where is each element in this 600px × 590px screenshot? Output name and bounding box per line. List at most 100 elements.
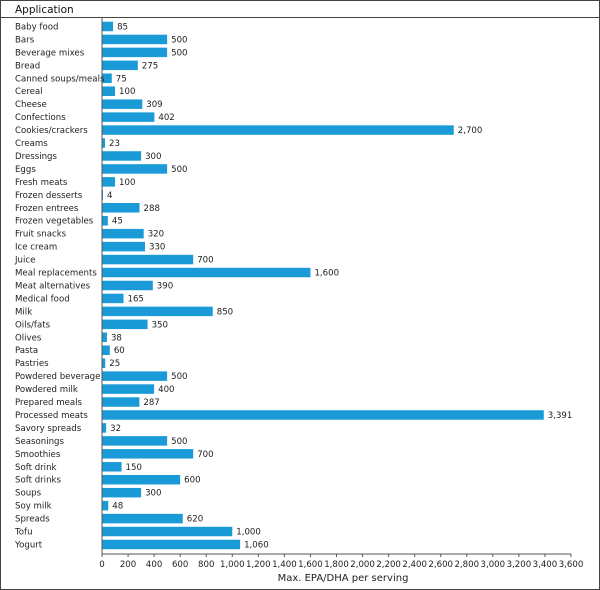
category-label: Frozen entrees <box>15 204 79 214</box>
category-label: Pastries <box>15 359 49 369</box>
category-label: Beverage mixes <box>15 48 85 58</box>
x-tick-label: 1,800 <box>324 560 349 570</box>
x-tick-label: 3,200 <box>507 560 532 570</box>
bar <box>102 526 233 537</box>
x-tick-label: 1,600 <box>298 560 323 570</box>
bar <box>102 228 144 239</box>
bar <box>102 345 110 355</box>
category-label: Fruit snacks <box>15 230 67 240</box>
x-tick-label: 3,000 <box>481 560 506 570</box>
value-label: 700 <box>197 256 213 266</box>
category-label: Oils/fats <box>15 320 51 330</box>
bar <box>102 500 109 511</box>
value-label: 25 <box>109 359 120 369</box>
value-label: 38 <box>111 333 122 343</box>
category-label: Powdered milk <box>15 385 78 395</box>
value-label: 100 <box>119 87 135 97</box>
bar <box>102 241 145 252</box>
category-label: Meal replacements <box>15 269 97 279</box>
x-tick-label: 400 <box>146 560 162 570</box>
bar <box>102 280 153 291</box>
category-label: Dressings <box>15 152 57 162</box>
value-label: 500 <box>171 35 187 45</box>
bar <box>102 164 168 174</box>
bar <box>102 86 116 96</box>
value-label: 45 <box>112 217 123 227</box>
value-label: 288 <box>144 204 160 214</box>
bar <box>102 112 155 122</box>
category-label: Soft drink <box>15 463 57 473</box>
value-label: 500 <box>171 165 187 175</box>
value-label: 287 <box>143 398 159 408</box>
value-label: 32 <box>110 424 121 434</box>
category-label: Smoothies <box>15 450 61 460</box>
x-tick-label: 2,200 <box>376 560 401 570</box>
bar <box>102 410 544 420</box>
value-label: 620 <box>187 515 203 525</box>
value-label: 402 <box>158 113 174 123</box>
bars-layer <box>102 21 544 550</box>
bar <box>102 293 124 304</box>
x-tick-label: 3,600 <box>559 560 584 570</box>
category-label: Frozen vegetables <box>15 217 94 227</box>
category-label: Spreads <box>15 515 50 525</box>
bar <box>102 371 168 381</box>
value-label: 500 <box>171 437 187 447</box>
x-tick-label: 2,400 <box>402 560 427 570</box>
x-tick-label: 2,800 <box>454 560 479 570</box>
value-label: 275 <box>142 61 158 71</box>
bar <box>102 474 181 485</box>
category-label: Milk <box>15 307 32 317</box>
category-label: Confections <box>15 113 66 123</box>
bar <box>102 397 140 407</box>
category-label: Soft drinks <box>15 476 61 486</box>
category-label: Savory spreads <box>15 424 82 434</box>
value-label: 320 <box>148 230 164 240</box>
value-label: 85 <box>117 22 128 32</box>
bar <box>102 539 241 550</box>
value-label: 1,060 <box>244 540 269 550</box>
value-label: 23 <box>109 139 120 149</box>
category-label: Meat alternatives <box>15 281 91 291</box>
value-label: 300 <box>145 489 161 499</box>
bar <box>102 436 168 446</box>
category-label: Olives <box>15 333 42 343</box>
bar <box>102 151 142 161</box>
value-label: 1,600 <box>314 269 339 279</box>
bar <box>102 332 107 343</box>
category-label: Prepared meals <box>15 398 83 408</box>
value-label: 500 <box>171 372 187 382</box>
value-label: 330 <box>149 243 165 253</box>
value-label: 600 <box>184 476 200 486</box>
bar <box>102 267 311 278</box>
category-label: Cheese <box>15 100 47 110</box>
bar <box>102 423 107 433</box>
value-label: 500 <box>171 48 187 58</box>
category-label: Seasonings <box>15 437 64 447</box>
category-label: Medical food <box>15 294 70 304</box>
value-label: 1,000 <box>236 528 261 538</box>
category-label: Soy milk <box>15 502 52 512</box>
x-tick-label: 800 <box>198 560 214 570</box>
x-tick-label: 3,400 <box>533 560 558 570</box>
bar <box>102 60 138 71</box>
value-label: 4 <box>107 191 112 201</box>
value-label: 850 <box>217 307 233 317</box>
category-label: Baby food <box>15 22 58 32</box>
value-label: 75 <box>116 74 127 84</box>
bar <box>102 358 106 368</box>
x-axis-title: Max. EPA/DHA per serving <box>278 573 409 584</box>
category-label: Eggs <box>15 165 36 175</box>
value-label: 100 <box>119 178 135 188</box>
x-tick-label: 0 <box>99 560 104 570</box>
bar <box>102 203 140 213</box>
value-label: 400 <box>158 385 174 395</box>
category-label: Pasta <box>15 346 38 356</box>
x-tick-label: 200 <box>120 560 136 570</box>
bar <box>102 73 112 84</box>
x-tick-label: 1,200 <box>246 560 271 570</box>
bar <box>102 125 454 135</box>
bar <box>102 215 108 226</box>
value-label: 309 <box>146 100 162 110</box>
